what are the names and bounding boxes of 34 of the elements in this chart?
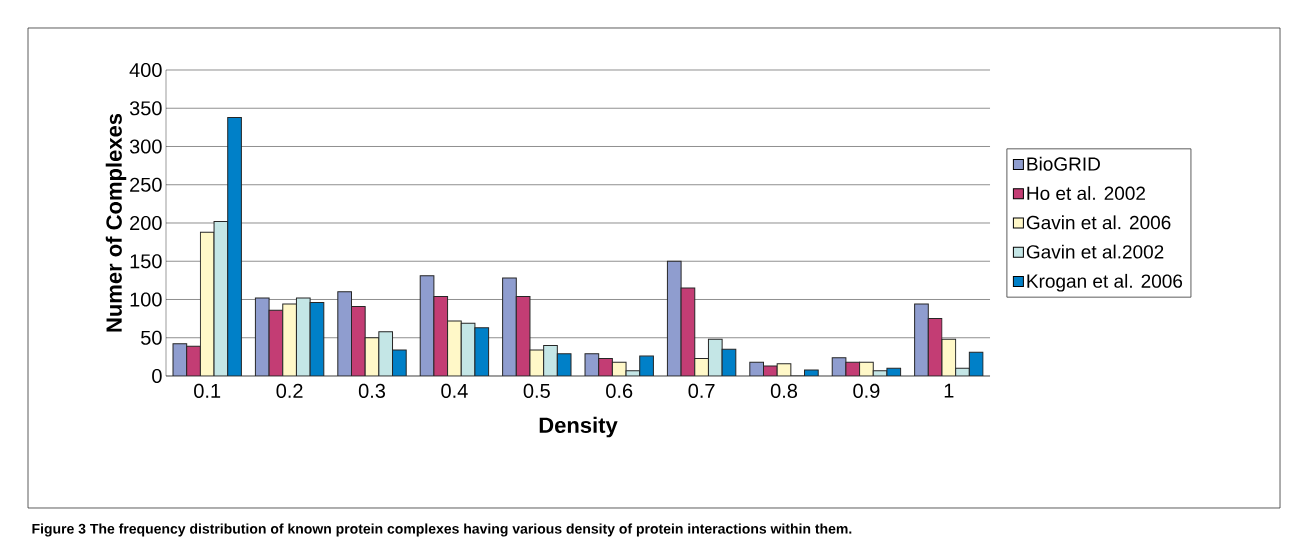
x-tick-label: 0.6 <box>606 383 633 398</box>
legend-label: BioGRID <box>1027 156 1100 171</box>
bar <box>337 291 352 376</box>
y-tick-label: 400 <box>129 62 162 78</box>
y-tick-label: 250 <box>130 177 162 192</box>
x-axis-title: Density <box>539 416 618 438</box>
x-tick-label: 0.3 <box>358 383 386 398</box>
legend-label: Ho et al. 2002 <box>1027 186 1145 201</box>
y-tick-label: 0 <box>152 368 162 384</box>
y-tick-label: 200 <box>130 215 162 231</box>
y-tick-label: 350 <box>129 101 162 116</box>
bar <box>282 303 297 376</box>
bar <box>502 277 517 376</box>
x-tick-label: 0.2 <box>276 383 303 398</box>
y-axis-title: Numer of Complexes <box>105 113 127 332</box>
x-tick-label: 0.4 <box>441 383 468 398</box>
y-tick-label: 300 <box>129 139 162 154</box>
x-tick-label: 0.5 <box>523 383 550 398</box>
legend-label: Gavin et al. 2006 <box>1026 215 1171 230</box>
caption: Figure 3 The frequency distribution of known protein complexes having various density of protein interactions within them. <box>32 523 852 537</box>
x-tick-label: 0.9 <box>853 383 880 398</box>
y-tick-label: 150 <box>130 254 162 269</box>
x-tick-label: 0.7 <box>688 383 715 398</box>
bar <box>447 320 462 376</box>
legend-label: Gavin et al.2002 <box>1026 244 1164 259</box>
x-tick-label: 0.1 <box>194 383 221 398</box>
bar <box>543 344 558 376</box>
x-tick-label: 1 <box>944 383 954 398</box>
y-tick-label: 100 <box>130 292 162 307</box>
y-tick-label: 50 <box>141 330 162 345</box>
x-tick-label: 0.8 <box>770 383 798 398</box>
bar <box>378 331 394 376</box>
bar <box>914 303 929 376</box>
legend-label: Krogan et al. 2006 <box>1027 273 1183 292</box>
